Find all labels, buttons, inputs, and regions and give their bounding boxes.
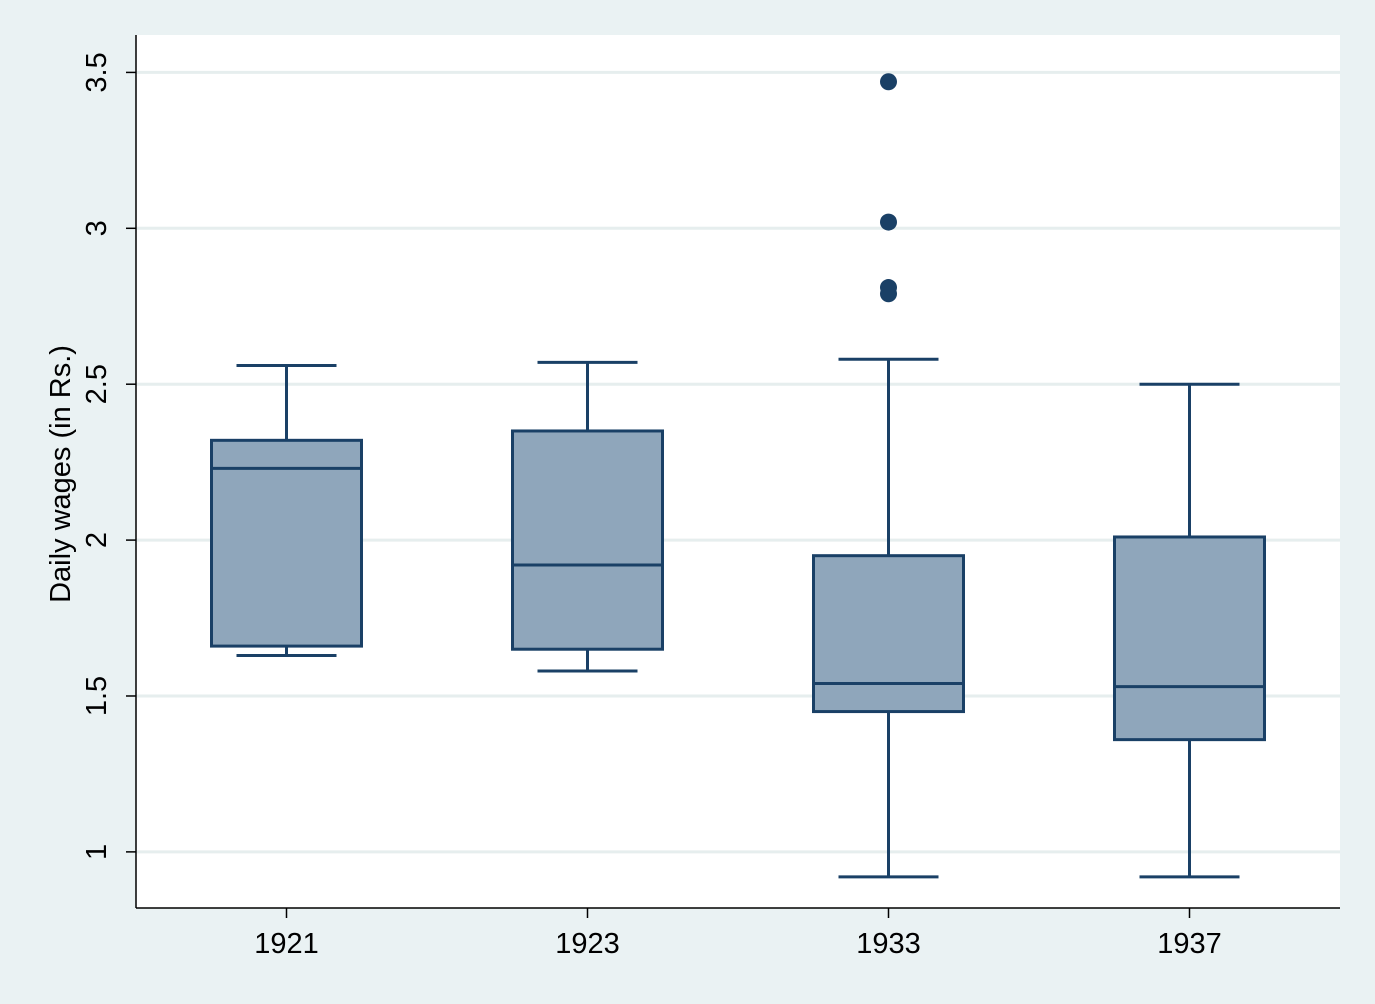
- box-group-1937: [1113, 382, 1266, 879]
- y-tick-label: 2.5: [81, 364, 113, 404]
- outlier-point: [880, 285, 897, 303]
- box-group-1933: [812, 73, 965, 879]
- x-tick-label: 1933: [856, 928, 921, 960]
- outlier-point: [880, 213, 897, 231]
- y-axis-title: Daily wages (in Rs.): [45, 345, 77, 603]
- y-tick-label: 3: [81, 220, 113, 236]
- y-tick-label: 1: [81, 844, 113, 860]
- x-tick-label: 1921: [254, 928, 319, 960]
- x-tick-label: 1937: [1157, 928, 1222, 960]
- boxes: [210, 73, 1266, 879]
- x-ticks: 1921 1923 1933 1937: [254, 908, 1222, 960]
- outlier-point: [880, 73, 897, 91]
- box-group-1921: [210, 363, 363, 657]
- y-ticks: 1 1.5 2 2.5 3 3.5: [81, 52, 136, 860]
- iqr-box: [210, 438, 363, 648]
- iqr-box: [812, 554, 965, 714]
- box-group-1923: [511, 360, 664, 673]
- x-tick-label: 1923: [555, 928, 620, 960]
- iqr-box: [1113, 535, 1266, 742]
- y-tick-label: 1.5: [81, 676, 113, 716]
- axes: [135, 35, 1340, 909]
- y-tick-label: 3.5: [81, 52, 113, 92]
- y-tick-label: 2: [81, 532, 113, 548]
- iqr-box: [511, 429, 664, 651]
